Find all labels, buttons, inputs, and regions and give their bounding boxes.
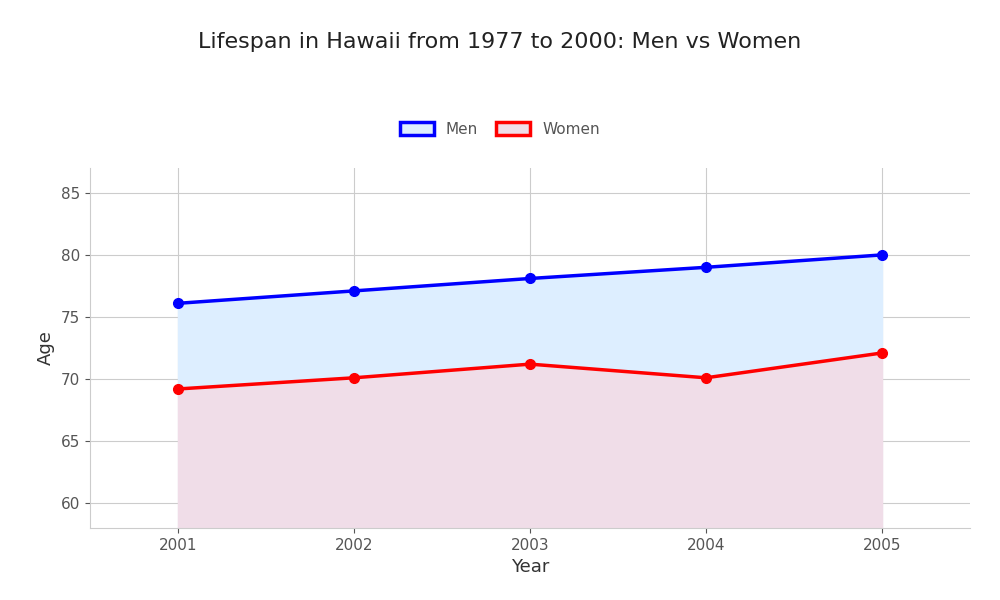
Text: Lifespan in Hawaii from 1977 to 2000: Men vs Women: Lifespan in Hawaii from 1977 to 2000: Me… — [198, 32, 802, 52]
Legend: Men, Women: Men, Women — [394, 116, 606, 143]
X-axis label: Year: Year — [511, 558, 549, 576]
Y-axis label: Age: Age — [37, 331, 55, 365]
